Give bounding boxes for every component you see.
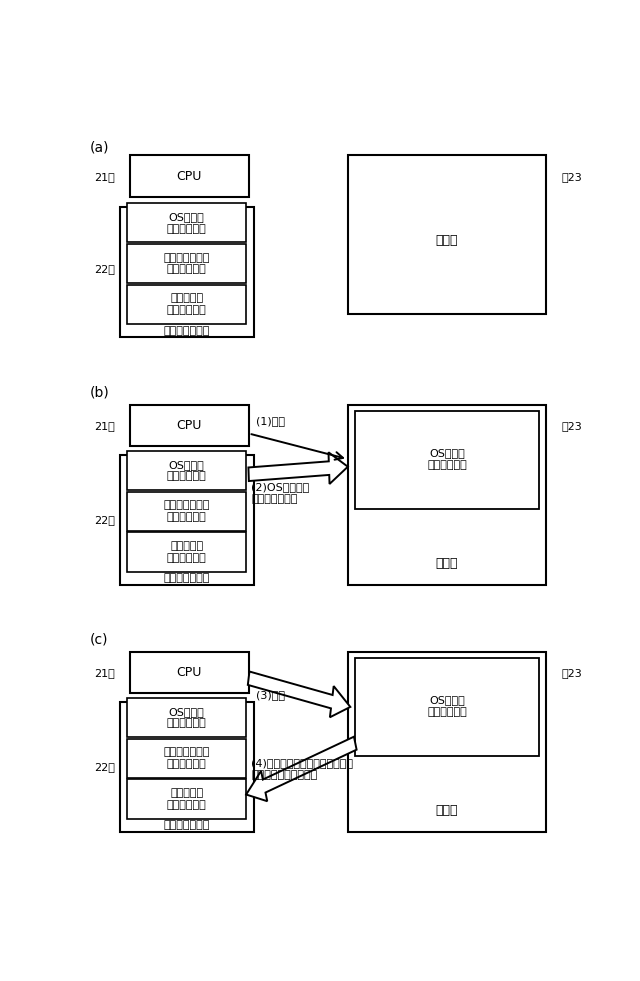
Text: 〜23: 〜23 xyxy=(561,421,582,431)
Text: OSデータ
（プロセス）: OSデータ （プロセス） xyxy=(427,696,467,717)
FancyArrow shape xyxy=(246,737,356,801)
Text: CPU: CPU xyxy=(177,170,202,182)
FancyBboxPatch shape xyxy=(355,411,539,509)
FancyBboxPatch shape xyxy=(120,454,253,585)
FancyArrow shape xyxy=(248,452,348,484)
FancyBboxPatch shape xyxy=(348,155,547,314)
FancyBboxPatch shape xyxy=(348,405,547,585)
FancyBboxPatch shape xyxy=(127,451,246,490)
Text: OSデータ
（プロセス）: OSデータ （プロセス） xyxy=(427,448,467,470)
Text: ハードディスク: ハードディスク xyxy=(163,574,210,584)
FancyBboxPatch shape xyxy=(355,658,539,756)
Text: ユーザーデータ
（ファイル）: ユーザーデータ （ファイル） xyxy=(163,500,210,522)
Text: ユーザーデータ
（ファイル）: ユーザーデータ （ファイル） xyxy=(163,253,210,275)
FancyBboxPatch shape xyxy=(120,207,253,336)
Text: 21〜: 21〜 xyxy=(94,172,115,181)
FancyBboxPatch shape xyxy=(127,284,246,324)
Text: (1)命令: (1)命令 xyxy=(256,416,285,427)
FancyBboxPatch shape xyxy=(348,651,547,832)
FancyBboxPatch shape xyxy=(129,155,248,197)
Text: ユーザーデータ
（ファイル）: ユーザーデータ （ファイル） xyxy=(163,748,210,769)
Text: CPU: CPU xyxy=(177,666,202,679)
Text: (a): (a) xyxy=(90,140,109,154)
Text: (b): (b) xyxy=(90,386,109,400)
Text: (2)OSデータを
メモリにロード: (2)OSデータを メモリにロード xyxy=(251,483,309,504)
Text: 〜23: 〜23 xyxy=(561,172,582,181)
Text: メモリ: メモリ xyxy=(436,803,458,817)
Text: プログラム
（ファイル）: プログラム （ファイル） xyxy=(167,789,207,810)
FancyBboxPatch shape xyxy=(127,739,246,778)
Text: 22〜: 22〜 xyxy=(94,515,115,525)
FancyBboxPatch shape xyxy=(127,244,246,284)
Text: プログラム
（ファイル）: プログラム （ファイル） xyxy=(167,542,207,563)
FancyBboxPatch shape xyxy=(127,780,246,819)
Text: OSデータ
（ファイル）: OSデータ （ファイル） xyxy=(167,460,207,482)
FancyBboxPatch shape xyxy=(127,491,246,531)
FancyBboxPatch shape xyxy=(127,533,246,572)
Text: ハードディスク: ハードディスク xyxy=(163,326,210,336)
Text: OSデータ
（ファイル）: OSデータ （ファイル） xyxy=(167,212,207,233)
FancyBboxPatch shape xyxy=(129,651,248,694)
Text: CPU: CPU xyxy=(177,419,202,432)
Text: 21〜: 21〜 xyxy=(94,421,115,431)
Text: 〜23: 〜23 xyxy=(561,668,582,678)
Text: メモリ: メモリ xyxy=(436,233,458,246)
FancyArrow shape xyxy=(248,672,350,717)
FancyBboxPatch shape xyxy=(127,203,246,242)
Text: プログラム
（ファイル）: プログラム （ファイル） xyxy=(167,293,207,315)
Text: 22〜: 22〜 xyxy=(94,761,115,772)
Text: 22〜: 22〜 xyxy=(94,264,115,274)
Text: (4)ハードディスクにアクセスし
プログラムを読み込み: (4)ハードディスクにアクセスし プログラムを読み込み xyxy=(251,758,353,780)
FancyBboxPatch shape xyxy=(129,405,248,446)
FancyBboxPatch shape xyxy=(127,697,246,737)
Text: ハードディスク: ハードディスク xyxy=(163,820,210,831)
Text: (3)実行: (3)実行 xyxy=(256,690,285,699)
Text: メモリ: メモリ xyxy=(436,557,458,570)
Text: OSデータ
（ファイル）: OSデータ （ファイル） xyxy=(167,706,207,728)
Text: (c): (c) xyxy=(90,633,108,646)
FancyBboxPatch shape xyxy=(120,701,253,832)
Text: 21〜: 21〜 xyxy=(94,668,115,678)
